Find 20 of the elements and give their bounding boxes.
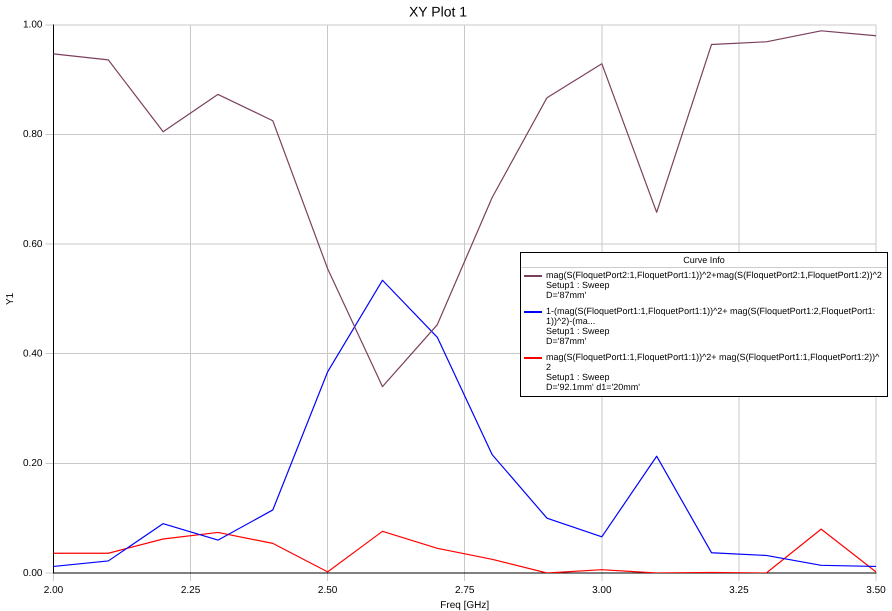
y-tick-label: 0.00	[22, 568, 43, 579]
y-tick-label: 0.80	[22, 129, 43, 140]
y-axis-title: Y1	[4, 292, 16, 306]
x-tick-label: 3.25	[729, 584, 750, 596]
y-tick-label: 0.20	[22, 458, 43, 470]
y-tick-label: 0.40	[22, 348, 43, 360]
x-tick-label: 2.25	[180, 584, 201, 596]
x-tick-label: 2.00	[44, 584, 64, 596]
legend-label: 1-(mag(S(FloquetPort1:1,FloquetPort1:1))^2+ mag(S(FloquetPort1:2,FloquetPort1:1))^2)-(ma... Setup1 : Sweep D='87mm'	[546, 306, 876, 346]
y-tick-label: 1.00	[22, 20, 43, 31]
x-tick-label: 3.50	[866, 584, 886, 596]
x-tick-label: 2.50	[318, 584, 338, 596]
x-tick-label: 3.00	[592, 584, 612, 596]
legend-title: Curve Info	[521, 253, 887, 268]
x-tick-label: 2.75	[454, 584, 475, 596]
legend-label: mag(S(FloquetPort2:1,FloquetPort1:1))^2+mag(S(FloquetPort2:1,FloquetPort1:2))^2 Setup1 : Sweep D='87mm'	[546, 270, 882, 300]
chart-title: XY Plot 1	[408, 3, 468, 20]
x-axis-title: Freq [GHz]	[440, 600, 490, 611]
y-tick-label: 0.60	[22, 238, 43, 250]
legend-label: mag(S(FloquetPort1:1,FloquetPort1:1))^2+ mag(S(FloquetPort1:1,FloquetPort1:2))^2 Setup1 : Sweep D='92.1mm' d1='20mm'	[546, 352, 880, 392]
